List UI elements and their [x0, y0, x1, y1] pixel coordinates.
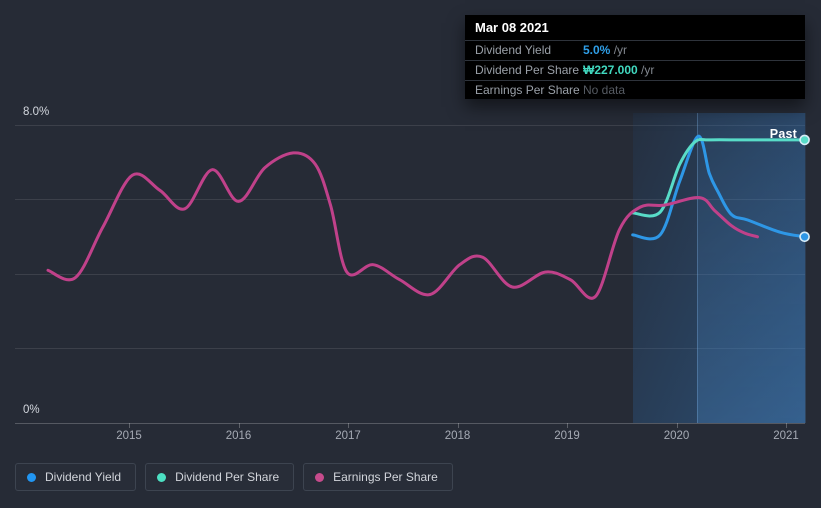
gridline-8pct: [15, 125, 805, 126]
tooltip-unit: /yr: [637, 63, 655, 77]
legend: Dividend Yield Dividend Per Share Earnin…: [15, 463, 453, 491]
tooltip-label: Earnings Per Share: [475, 83, 580, 97]
x-axis-tick: [567, 423, 568, 428]
x-axis-label: 2018: [444, 430, 471, 442]
x-axis-label: 2021: [773, 430, 799, 442]
x-axis-label: 2016: [225, 430, 252, 442]
gridline-2pct: [15, 348, 805, 349]
y-axis-label-top: 8.0%: [23, 106, 50, 118]
legend-label: Dividend Yield: [45, 470, 122, 484]
legend-label: Dividend Per Share: [175, 470, 280, 484]
x-axis-tick: [786, 423, 787, 428]
x-axis-line: [15, 423, 805, 424]
tooltip-value: No data: [583, 83, 626, 97]
tooltip-value: ₩227.000 /yr: [583, 63, 655, 77]
x-axis-tick: [676, 423, 678, 428]
x-axis-label: 2020: [663, 430, 690, 442]
last-year-region-shade: [697, 113, 806, 423]
earnings-per-share-dot-icon: [315, 472, 325, 482]
chart-tooltip: Mar 08 2021 Dividend Yield 5.0% /yr Divi…: [465, 15, 805, 99]
x-axis-tick: [348, 423, 349, 428]
legend-item-dividend-yield[interactable]: Dividend Yield: [15, 463, 137, 491]
tooltip-row-dividend-per-share: Dividend Per Share ₩227.000 /yr: [465, 60, 805, 80]
x-axis-tick: [238, 423, 240, 428]
tooltip-label: Dividend Yield: [475, 43, 552, 57]
x-axis-label: 2019: [554, 430, 580, 442]
x-axis-tick: [129, 423, 130, 428]
legend-label: Earnings Per Share: [333, 470, 438, 484]
x-axis-label: 2017: [335, 430, 361, 442]
tooltip-value: 5.0% /yr: [583, 43, 628, 57]
legend-item-dividend-per-share[interactable]: Dividend Per Share: [145, 463, 295, 491]
x-axis-label: 2015: [116, 430, 142, 442]
tooltip-row-earnings-per-share: Earnings Per Share No data: [465, 80, 805, 100]
tooltip-label: Dividend Per Share: [475, 63, 580, 77]
tooltip-date: Mar 08 2021: [475, 20, 549, 35]
dividend-yield-dot-icon: [27, 472, 36, 482]
legend-item-earnings-per-share[interactable]: Earnings Per Share: [303, 463, 453, 491]
y-axis-label-bottom: 0%: [23, 404, 40, 416]
x-axis-tick: [457, 423, 459, 428]
tooltip-unit: /yr: [610, 43, 628, 57]
tooltip-row-dividend-yield: Dividend Yield 5.0% /yr: [465, 40, 805, 60]
past-label: Past: [769, 127, 797, 141]
dividend-per-share-dot-icon: [157, 472, 167, 482]
